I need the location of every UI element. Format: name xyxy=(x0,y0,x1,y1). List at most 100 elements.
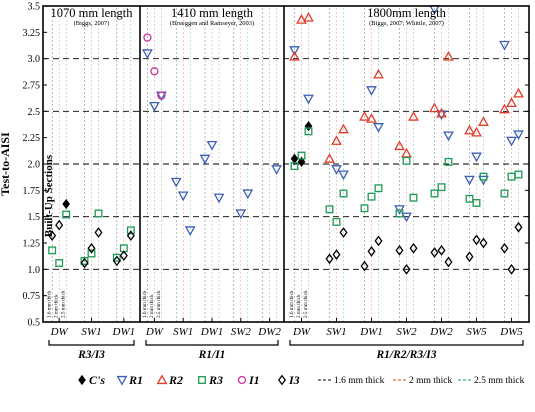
y-tick-label: 1.25 xyxy=(23,239,41,250)
point-i3 xyxy=(48,230,57,242)
point-r2 xyxy=(429,102,440,113)
legend-label: R2 xyxy=(168,373,183,387)
legend-line-label: 1.6 mm thick xyxy=(334,376,385,386)
point-r2 xyxy=(296,14,307,24)
point-cs xyxy=(62,198,70,210)
point-r1 xyxy=(303,94,314,105)
point-r3 xyxy=(325,205,334,214)
legend-marker-r2 xyxy=(156,374,168,385)
y-tick-label: 0.5 xyxy=(28,318,41,329)
point-cs xyxy=(304,120,313,132)
point-r1 xyxy=(271,165,283,175)
point-r3 xyxy=(402,156,411,165)
point-r3 xyxy=(290,162,299,171)
point-r1 xyxy=(141,49,153,60)
thickness-label: 2 mm thick xyxy=(54,294,60,318)
point-i1 xyxy=(150,67,159,76)
point-i3 xyxy=(119,250,128,262)
point-r3 xyxy=(87,249,96,258)
point-r3 xyxy=(360,204,369,213)
thickness-label: 2.5 mm thick xyxy=(156,290,162,318)
thickness-label: 1.6 mm thick xyxy=(142,290,148,318)
point-r3 xyxy=(479,172,488,181)
point-r3 xyxy=(62,210,71,219)
point-r3 xyxy=(465,194,474,203)
legend-marker-r1 xyxy=(116,375,128,386)
legend-line-label: 2 mm thick xyxy=(409,376,453,386)
point-r3 xyxy=(395,209,404,218)
point-i3 xyxy=(80,257,89,269)
category-label: SW1 xyxy=(326,326,346,338)
y-tick-label: 3.0 xyxy=(28,54,41,65)
point-r1 xyxy=(242,189,254,200)
point-i3 xyxy=(55,219,64,231)
point-r3 xyxy=(472,199,481,207)
group-label: R1/I1 xyxy=(198,349,226,361)
point-i3 xyxy=(430,247,439,258)
category-label: DW xyxy=(50,326,69,338)
point-r2 xyxy=(408,110,419,121)
point-i3 xyxy=(332,249,341,260)
y-tick-label: 1.0 xyxy=(28,265,41,276)
y-tick-label: 2.5 xyxy=(28,107,41,118)
panel-subtitle: (Biggs, 2007; Whittle, 2007) xyxy=(369,20,444,27)
point-r2 xyxy=(366,113,377,123)
panel-title: 1410 mm length xyxy=(171,6,254,20)
point-i3 xyxy=(444,256,453,268)
point-r1 xyxy=(373,123,384,133)
point-r3 xyxy=(500,189,509,198)
point-r3 xyxy=(80,256,89,265)
point-r3 xyxy=(437,183,446,192)
y-tick-label: 3.25 xyxy=(23,28,41,39)
point-r1 xyxy=(443,131,454,142)
point-r3 xyxy=(332,217,341,226)
group-bracket xyxy=(145,340,279,346)
point-r1 xyxy=(170,177,182,188)
point-r2 xyxy=(394,140,405,151)
point-r2 xyxy=(303,11,314,22)
panel-subtitle: (Biggs, 2007) xyxy=(74,20,110,27)
marks-layer xyxy=(48,5,524,386)
point-i3 xyxy=(360,260,369,272)
point-r1 xyxy=(471,152,482,163)
group-label: R3/I3 xyxy=(77,349,105,361)
point-r2 xyxy=(513,87,524,98)
point-r2 xyxy=(506,97,517,107)
category-label: DW1 xyxy=(359,326,383,338)
point-r2 xyxy=(373,68,384,79)
point-i3 xyxy=(325,253,334,265)
category-label: DW1 xyxy=(112,326,136,338)
point-i3 xyxy=(339,227,348,238)
point-i3 xyxy=(514,221,523,233)
point-r1 xyxy=(513,130,524,141)
legend-marker-i3 xyxy=(277,374,287,386)
point-r3 xyxy=(112,253,121,262)
point-r1 xyxy=(499,40,510,51)
thickness-label: 2.5 mm thick xyxy=(303,290,309,318)
point-r3 xyxy=(409,193,418,202)
category-label: SW2 xyxy=(231,326,252,338)
panel-title: 1070 mm length xyxy=(51,6,134,20)
point-i3 xyxy=(402,263,411,275)
point-r2 xyxy=(464,124,475,135)
point-r3 xyxy=(339,189,348,198)
category-label: DW5 xyxy=(499,326,523,338)
point-r1 xyxy=(148,101,160,112)
point-r3 xyxy=(514,170,523,179)
y-tick-label: 0.75 xyxy=(23,291,41,302)
y-tick-label: 2.0 xyxy=(28,160,41,171)
point-r1 xyxy=(401,212,412,223)
y-axis-label: Test-to-AISI xyxy=(0,132,12,196)
panel-subtitle: (Brueggen and Ramseyer, 2003) xyxy=(170,20,254,27)
legend-label: R1 xyxy=(128,373,143,387)
point-r1 xyxy=(213,193,225,204)
point-r2 xyxy=(499,103,510,114)
category-label: SW1 xyxy=(173,326,193,338)
category-label: SW1 xyxy=(81,326,101,338)
legend-label: I3 xyxy=(288,373,300,387)
point-r2 xyxy=(331,135,342,145)
text-layer: 0.5 0.75 1.0 1.25 1.5 1.75 2.0 2.25 2.5 2.75 3.0 3.… xyxy=(0,2,525,388)
point-r1 xyxy=(177,191,189,202)
legend-marker-r3 xyxy=(198,376,206,384)
